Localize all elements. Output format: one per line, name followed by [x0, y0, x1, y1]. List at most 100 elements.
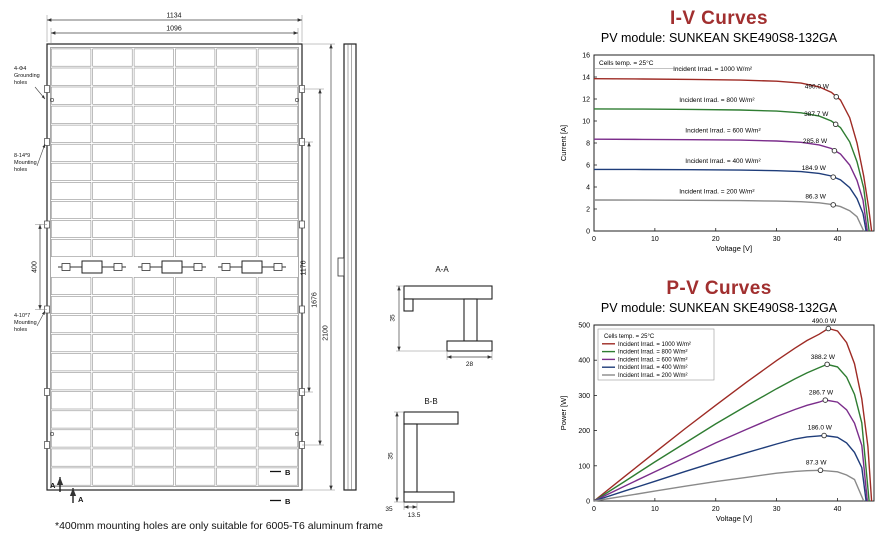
- y-tick-label: 6: [586, 163, 590, 170]
- svg-text:Mounting: Mounting: [14, 160, 37, 166]
- x-tick-label: 20: [712, 236, 720, 243]
- legend-title: Cells temp. = 25°C: [604, 334, 655, 340]
- series-label: Incident Irrad. = 200 W/m²: [679, 189, 755, 196]
- y-tick-label: 12: [582, 97, 590, 104]
- dim-bb-height: 35: [388, 452, 395, 460]
- svg-text:Mounting: Mounting: [14, 320, 37, 326]
- dim-bb-foot: 35: [385, 506, 393, 513]
- svg-text:holes: holes: [14, 327, 27, 333]
- panel-front-view: [45, 44, 305, 490]
- dim-aa-width: 28: [466, 361, 474, 368]
- mpp-marker: [818, 468, 823, 473]
- mounting-holes-8-label: 8-14*9: [14, 153, 30, 159]
- mpp-power-label: 86.3 W: [805, 194, 826, 201]
- cut-label-a-1: A: [50, 481, 56, 490]
- iv-curves-section: I-V Curves PV module: SUNKEAN SKE490S8-1…: [552, 8, 886, 264]
- y-tick-label: 10: [582, 119, 590, 126]
- cut-label-b-1: B: [285, 468, 291, 477]
- svg-text:Grounding: Grounding: [14, 73, 40, 79]
- mpp-marker: [825, 362, 830, 367]
- charts-pane: I-V Curves PV module: SUNKEAN SKE490S8-1…: [552, 8, 886, 534]
- x-tick-label: 30: [773, 506, 781, 513]
- mpp-power-label: 387.7 W: [804, 111, 829, 118]
- legend-entry: Incident Irrad. = 200 W/m²: [618, 373, 688, 379]
- panel-side-view: [338, 44, 356, 490]
- legend-entry: Incident Irrad. = 1000 W/m²: [618, 342, 691, 348]
- technical-drawing-svg: 1134 1096 1176 1676 2100 400 4-Φ4 Ground…: [0, 0, 548, 550]
- mpp-marker: [831, 175, 836, 180]
- section-a-a-view: [396, 286, 492, 360]
- x-tick-label: 0: [592, 506, 596, 513]
- x-axis-label: Voltage [V]: [716, 514, 752, 523]
- dim-aa-height: 35: [390, 314, 397, 322]
- dim-mount-400: 400: [32, 261, 39, 273]
- series-label: Incident Irrad. = 600 W/m²: [685, 128, 761, 135]
- dim-bb-web: 13.5: [408, 512, 421, 519]
- iv-curves-title: I-V Curves: [552, 8, 886, 30]
- mpp-power-label: 286.7 W: [809, 389, 834, 396]
- x-tick-label: 10: [651, 236, 659, 243]
- y-tick-label: 8: [586, 141, 590, 148]
- svg-text:holes: holes: [14, 80, 27, 86]
- y-tick-label: 200: [578, 428, 590, 435]
- section-b-b-view: [394, 412, 458, 510]
- dim-height-inner: 1176: [301, 260, 308, 275]
- x-tick-label: 40: [834, 506, 842, 513]
- y-axis-label: Current [A]: [559, 125, 568, 161]
- junction-boxes: [58, 261, 286, 273]
- x-tick-label: 40: [834, 236, 842, 243]
- mpp-power-label: 184.9 W: [802, 165, 827, 172]
- x-tick-label: 0: [592, 236, 596, 243]
- pv-curves-title: P-V Curves: [552, 278, 886, 300]
- dim-height-outer: 2100: [323, 325, 330, 341]
- pv-curves-section: P-V Curves PV module: SUNKEAN SKE490S8-1…: [552, 278, 886, 534]
- mpp-marker: [823, 398, 828, 403]
- dim-height-mid: 1676: [312, 292, 319, 308]
- legend-entry: Incident Irrad. = 800 W/m²: [618, 350, 688, 356]
- mounting-note: *400mm mounting holes are only suitable …: [55, 520, 383, 532]
- mpp-marker: [833, 122, 838, 127]
- mpp-marker: [822, 433, 827, 438]
- mpp-power-label: 490.0 W: [805, 84, 830, 91]
- section-a-title: A-A: [435, 265, 449, 274]
- dim-width-inner: 1096: [166, 26, 182, 33]
- y-tick-label: 100: [578, 463, 590, 470]
- y-tick-label: 0: [586, 499, 590, 506]
- y-tick-label: 16: [582, 53, 590, 60]
- legend-entry: Incident Irrad. = 600 W/m²: [618, 357, 688, 363]
- y-tick-label: 500: [578, 323, 590, 330]
- y-tick-label: 0: [586, 229, 590, 236]
- pv-curves-subtitle: PV module: SUNKEAN SKE490S8-132GA: [552, 301, 886, 315]
- legend-entry: Incident Irrad. = 400 W/m²: [618, 365, 688, 371]
- mpp-power-label: 186.0 W: [808, 425, 833, 432]
- section-b-title: B-B: [424, 397, 437, 406]
- mpp-marker: [832, 148, 837, 153]
- mpp-power-label: 490.0 W: [812, 318, 837, 325]
- mpp-marker: [831, 203, 836, 208]
- grounding-holes-label: 4-Φ4: [14, 66, 26, 72]
- y-tick-label: 400: [578, 358, 590, 365]
- y-tick-label: 14: [582, 75, 590, 82]
- y-tick-label: 2: [586, 207, 590, 214]
- mpp-power-label: 285.8 W: [803, 138, 828, 145]
- y-tick-label: 4: [586, 185, 590, 192]
- x-axis-label: Voltage [V]: [716, 244, 752, 253]
- cut-label-a-2: A: [78, 495, 84, 504]
- x-tick-label: 10: [651, 506, 659, 513]
- series-label: Incident Irrad. = 1000 W/m²: [673, 66, 753, 73]
- mpp-power-label: 388.2 W: [811, 354, 836, 361]
- x-tick-label: 20: [712, 506, 720, 513]
- y-tick-label: 300: [578, 393, 590, 400]
- cells-temp-annotation: Cells temp. = 25°C: [599, 59, 654, 67]
- mounting-holes-4-label: 4-10*7: [14, 313, 30, 319]
- dim-width-outer: 1134: [166, 13, 181, 20]
- technical-drawing: 1134 1096 1176 1676 2100 400 4-Φ4 Ground…: [0, 0, 548, 550]
- mpp-power-label: 87.3 W: [806, 459, 827, 466]
- cut-label-b-2: B: [285, 497, 291, 506]
- svg-text:holes: holes: [14, 167, 27, 173]
- series-label: Incident Irrad. = 800 W/m²: [679, 97, 755, 104]
